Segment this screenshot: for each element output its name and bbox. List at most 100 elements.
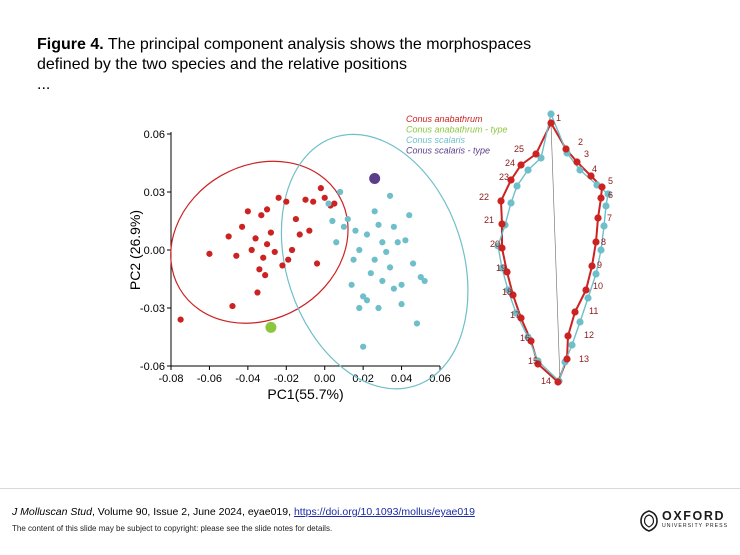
citation: J Molluscan Stud, Volume 90, Issue 2, Ju… [12, 506, 475, 518]
landmark-label: 3 [584, 149, 589, 159]
scalaris-landmark [604, 190, 612, 198]
landmark-label: 13 [579, 354, 589, 364]
legend-entry: Conus scalaris [406, 135, 466, 145]
data-point [363, 297, 371, 304]
legend-entry: Conus scalaris - type [406, 146, 490, 156]
data-point [252, 235, 259, 242]
landmark-label: 18 [502, 287, 512, 297]
y-tick-label: 0.00 [144, 245, 165, 257]
data-point [367, 270, 374, 277]
data-point [386, 264, 394, 271]
data-point [229, 302, 236, 310]
figure-caption: Figure 4. The principal component analys… [37, 35, 557, 95]
legend-entry: Conus anabathrum - type [406, 125, 508, 135]
data-point [283, 198, 290, 205]
anabathrum-landmark [594, 214, 602, 222]
scalaris-landmark [512, 309, 520, 317]
outline-axis [550, 122, 561, 383]
anabathrum-landmark [562, 145, 570, 153]
data-point [310, 198, 317, 205]
data-point [394, 239, 401, 246]
data-point [263, 206, 271, 213]
caption-ellipsis: ... [37, 76, 51, 93]
scalaris-landmark [504, 286, 512, 294]
data-point [360, 343, 367, 350]
landmark-label: 21 [484, 215, 494, 225]
data-point [406, 212, 413, 219]
scalaris-landmark [547, 110, 555, 118]
data-point [262, 272, 269, 279]
anabathrum-landmark [587, 172, 595, 180]
anabathrum-landmark [588, 262, 596, 270]
data-point [317, 185, 324, 192]
anabathrum-landmark [532, 150, 540, 158]
anabathrum-landmark [597, 194, 605, 202]
x-tick-label: 0.04 [391, 373, 412, 385]
data-point [356, 246, 363, 254]
data-point [421, 277, 428, 285]
data-point [348, 281, 355, 288]
landmark-label: 8 [601, 237, 606, 247]
scalaris-landmark [592, 270, 600, 278]
anabathrum-landmark [498, 220, 506, 228]
data-point [375, 304, 382, 312]
anabathrum-landmark [517, 314, 525, 322]
confidence-ellipse [280, 133, 469, 390]
caption-text: The principal component analysis shows t… [37, 36, 532, 73]
y-tick-label: -0.03 [140, 303, 165, 315]
landmark-label: 12 [584, 330, 594, 340]
landmark-label: 9 [597, 260, 602, 270]
data-point [356, 304, 363, 312]
data-point [267, 229, 275, 236]
citation-details: , Volume 90, Issue 2, June 2024, eyae019… [91, 506, 294, 518]
data-point [271, 248, 278, 256]
data-point [313, 260, 321, 267]
landmark-label: 4 [592, 164, 597, 174]
scalaris-landmark [513, 182, 521, 190]
data-point [275, 194, 282, 201]
scalaris-landmark [576, 166, 584, 174]
y-axis-label: PC2 (26.9%) [127, 210, 143, 290]
x-tick-label: -0.02 [274, 373, 299, 385]
doi-link[interactable]: https://doi.org/10.1093/mollus/eyae019 [293, 506, 475, 518]
data-point [417, 273, 424, 281]
anabathrum-landmark [503, 268, 511, 276]
publisher-sub: UNIVERSITY PRESS [662, 523, 729, 529]
data-point [206, 250, 213, 257]
landmark-label: 17 [510, 310, 520, 320]
x-tick-label: -0.08 [158, 373, 183, 385]
x-tick-label: 0.02 [352, 373, 373, 385]
scalaris-landmark [507, 199, 515, 207]
data-point [256, 266, 263, 273]
anabathrum-outline [499, 120, 604, 384]
data-point [260, 254, 267, 261]
data-point [258, 212, 265, 219]
landmark-label: 1 [556, 113, 561, 123]
data-point [390, 285, 397, 292]
landmark-label: 5 [608, 176, 613, 186]
data-point [350, 256, 357, 263]
oxford-crest-icon [640, 510, 658, 532]
data-point [296, 231, 303, 238]
landmark-label: 15 [528, 356, 538, 366]
landmark-label: 10 [593, 281, 603, 291]
landmark-label: 19 [496, 263, 506, 273]
data-point [410, 260, 417, 267]
landmark-label: 20 [490, 239, 500, 249]
scalaris-landmark [602, 202, 610, 210]
data-point [336, 188, 344, 196]
scalaris-landmark [568, 341, 576, 349]
landmark-label: 25 [514, 144, 524, 154]
oxford-logo: OXFORD UNIVERSITY PRESS [640, 509, 732, 533]
scalaris-landmark [537, 154, 545, 162]
copyright-notice: The content of this slide may be subject… [12, 524, 333, 533]
landmark-label: 22 [479, 192, 489, 202]
data-point [398, 301, 405, 308]
journal-name: J Molluscan Stud [12, 506, 92, 518]
y-tick-label: -0.06 [140, 361, 165, 373]
data-point [363, 231, 371, 238]
anabathrum-landmark [554, 378, 562, 386]
data-point [360, 293, 367, 300]
landmark-label: 6 [608, 190, 613, 200]
